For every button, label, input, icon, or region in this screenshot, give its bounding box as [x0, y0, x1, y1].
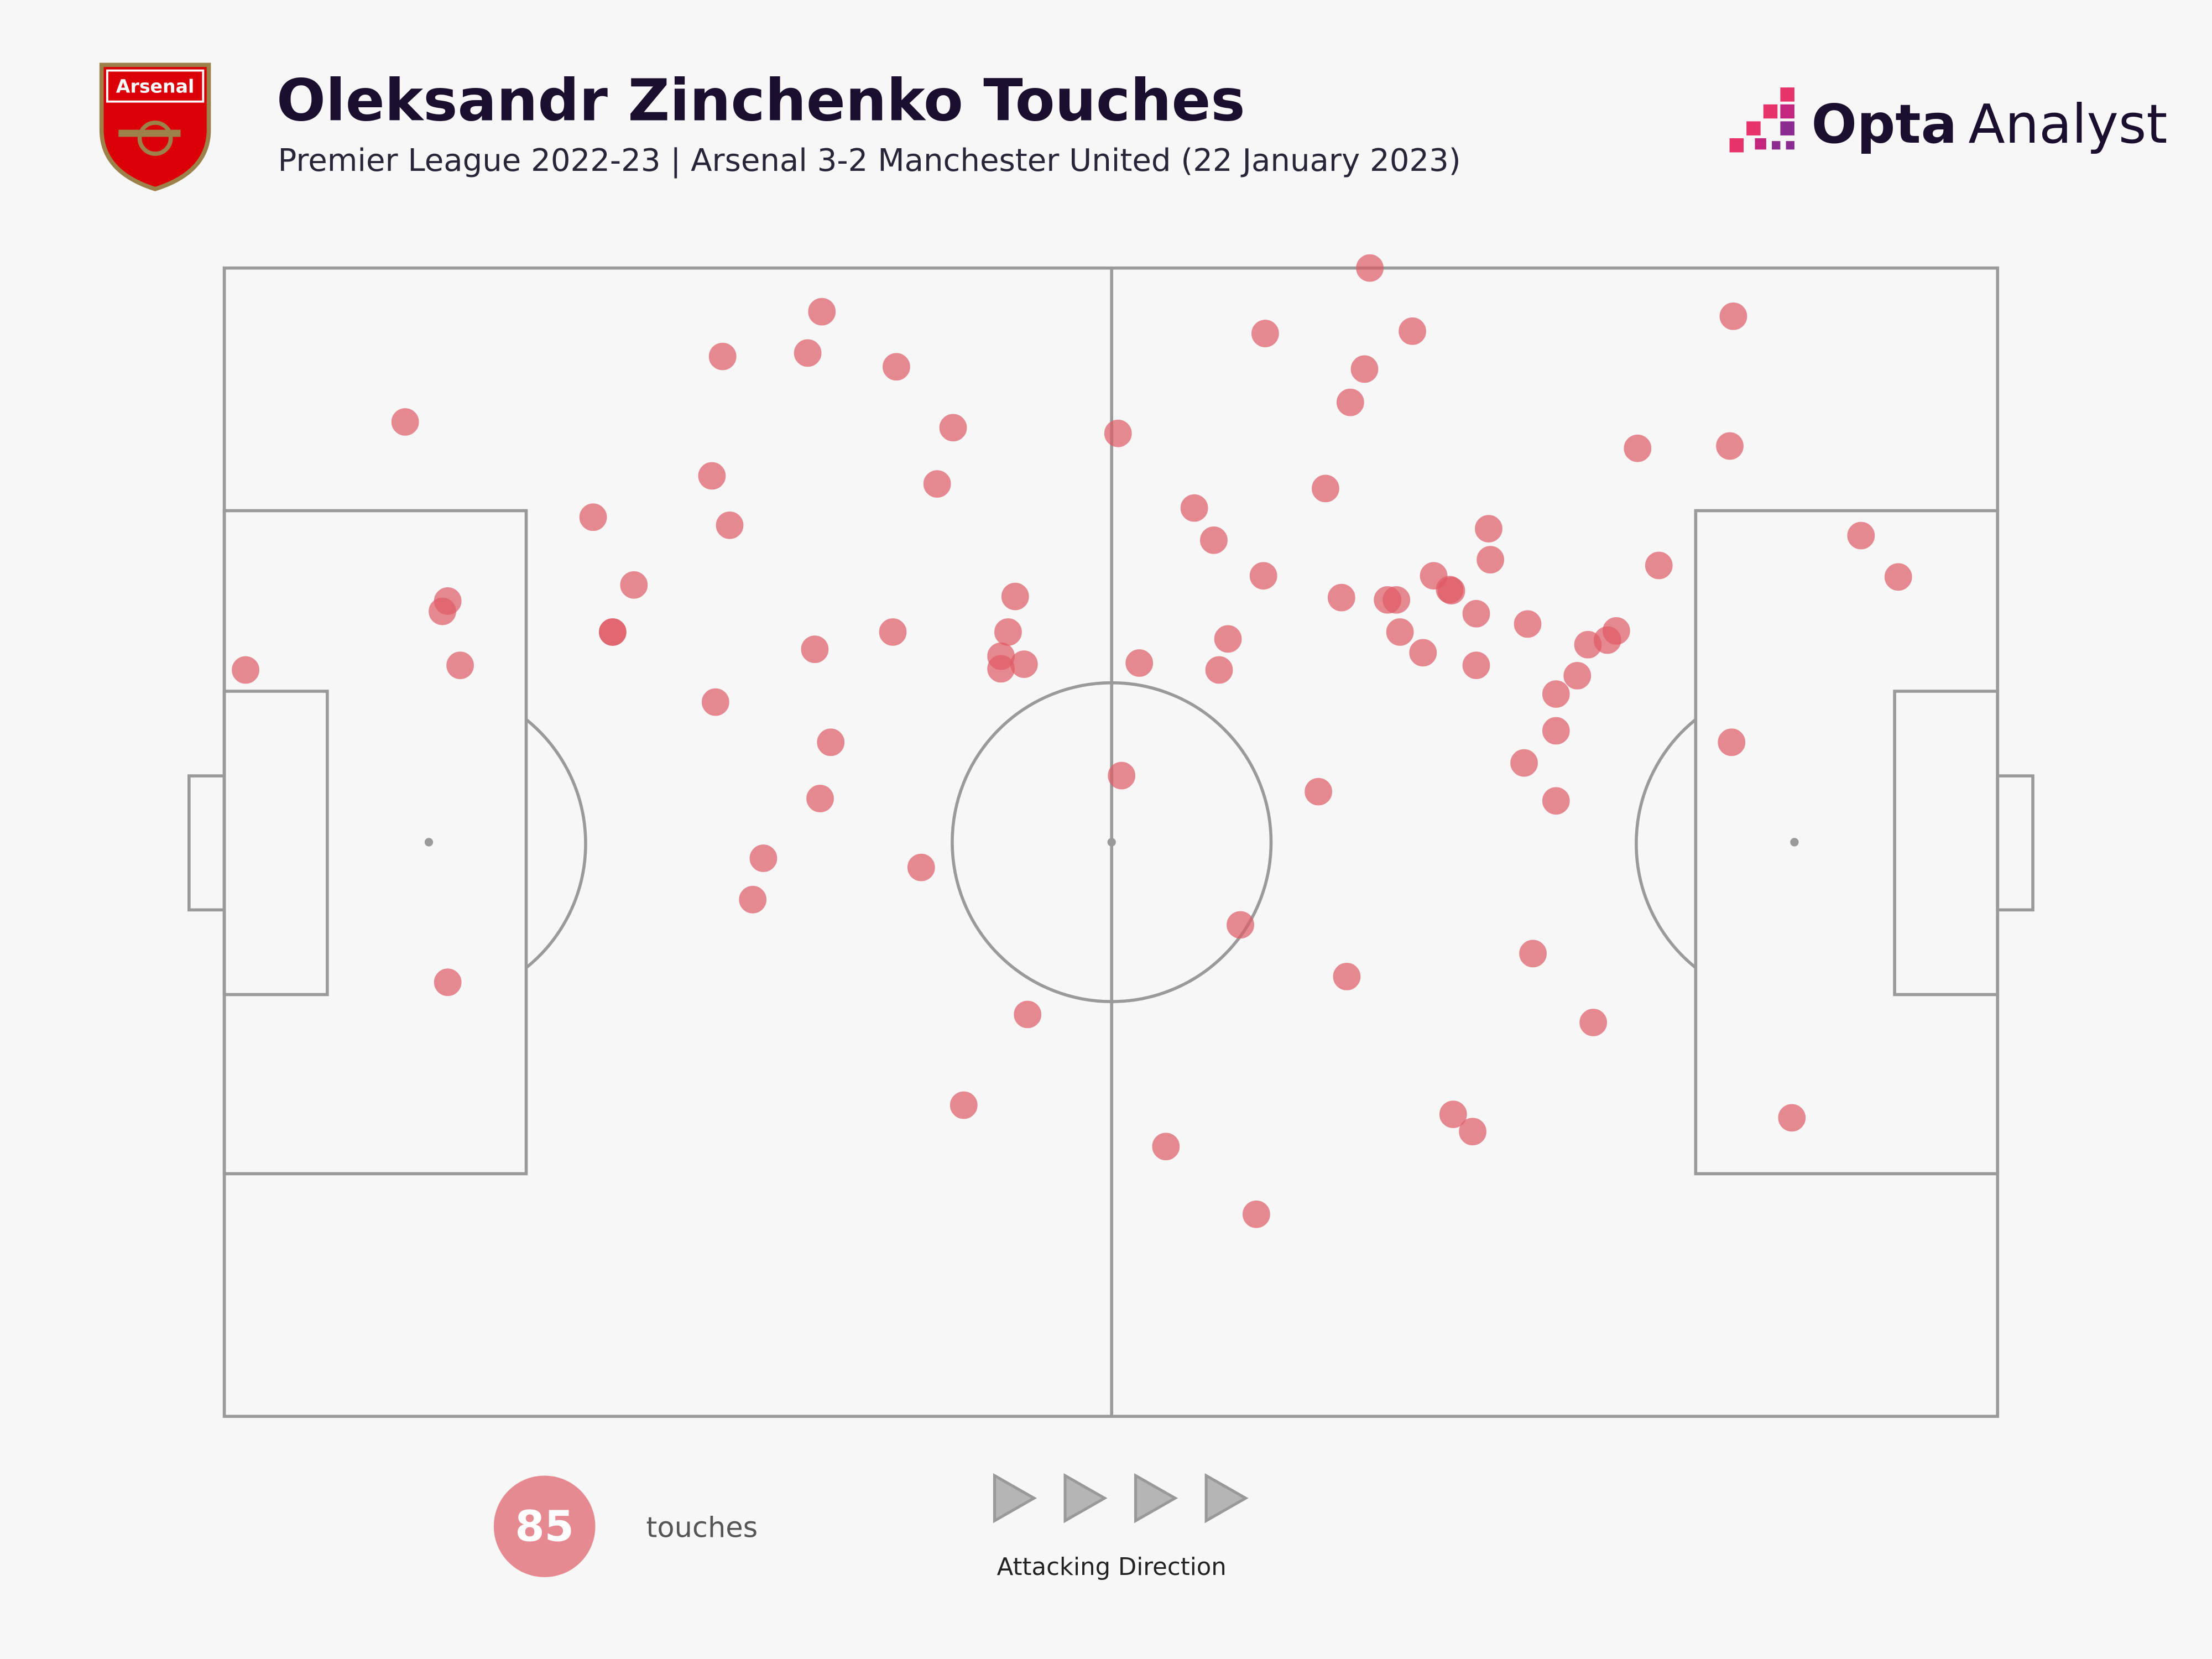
touch-point — [598, 618, 627, 646]
touch-point — [1333, 963, 1361, 990]
touch-point — [1152, 1133, 1180, 1161]
touch-count: 85 — [515, 1502, 573, 1551]
touch-point — [1010, 650, 1038, 678]
touch-point — [1251, 320, 1279, 347]
touch-point — [1180, 494, 1208, 522]
touch-point — [806, 785, 834, 812]
touch-point — [429, 597, 456, 625]
touch-point — [883, 353, 910, 381]
touches-layer — [232, 254, 1912, 1228]
touch-point — [1510, 749, 1538, 777]
touch-point — [1602, 617, 1630, 645]
touch-point — [1350, 355, 1379, 383]
touch-point — [817, 728, 845, 757]
touch-point — [1624, 434, 1652, 462]
touch-point — [232, 656, 259, 684]
touch-point — [1716, 432, 1744, 460]
touch-point — [1519, 940, 1547, 968]
touch-point — [1514, 610, 1542, 638]
touch-point — [1459, 1118, 1486, 1146]
touch-point — [1125, 649, 1154, 677]
touch-point — [907, 853, 935, 881]
touch-point — [1386, 618, 1414, 646]
touch-point — [1227, 911, 1254, 939]
touch-point — [1104, 419, 1132, 447]
touch-point — [1108, 761, 1136, 790]
touch-point — [708, 342, 737, 371]
touch-point — [1847, 521, 1875, 550]
touch-point — [1437, 577, 1465, 605]
brand-text: Opta Analyst — [1812, 93, 2168, 156]
touch-point — [1718, 728, 1746, 757]
touch-point — [1439, 1100, 1467, 1128]
touch-point — [1001, 582, 1029, 611]
touch-point — [620, 571, 648, 599]
touch-point — [716, 511, 744, 539]
touch-point — [994, 618, 1022, 646]
touch-point — [1719, 302, 1747, 330]
touch-point — [1336, 388, 1364, 416]
touch-point — [1383, 586, 1411, 614]
legend-marker — [493, 1475, 596, 1578]
chart-title: Oleksandr Zinchenko Touches — [276, 67, 1245, 134]
touch-point — [1399, 317, 1426, 345]
touch-point — [939, 414, 967, 442]
touch-point — [1014, 1000, 1042, 1029]
chart-subtitle: Premier League 2022-23 | Arsenal 3-2 Man… — [278, 143, 1461, 179]
touch-point — [1645, 551, 1673, 580]
touch-point — [1356, 254, 1384, 282]
touch-point — [1200, 526, 1228, 554]
touch-point — [1542, 717, 1570, 745]
brand-name: Opta — [1812, 93, 1958, 156]
touch-point — [1462, 651, 1490, 680]
touch-point — [1462, 599, 1490, 628]
touch-point — [879, 618, 907, 646]
brand-suffix: Analyst — [1968, 93, 2167, 156]
direction-arrows — [993, 1473, 1249, 1524]
touch-point — [794, 339, 822, 367]
touch-point — [391, 408, 419, 436]
touch-point — [698, 462, 726, 490]
touch-point — [446, 651, 474, 680]
touch-point — [1579, 1009, 1608, 1036]
touch-point — [1542, 680, 1570, 708]
club-badge: Arsenal — [99, 62, 211, 191]
touch-point — [1327, 583, 1355, 612]
touch-point — [434, 968, 462, 997]
legend-label: touches — [646, 1511, 758, 1544]
touch-point — [739, 885, 767, 914]
touch-point — [1778, 1104, 1806, 1132]
touch-point — [987, 655, 1015, 683]
touch-point — [1214, 625, 1242, 653]
touch-point — [801, 635, 829, 663]
penalty-spot — [424, 838, 434, 847]
touch-point — [1305, 778, 1332, 806]
touch-point — [701, 688, 729, 716]
touch-point — [579, 503, 607, 531]
penalty-spot — [1790, 838, 1799, 847]
touch-point — [1884, 563, 1912, 591]
touch-point — [808, 298, 836, 326]
touch-point — [1477, 546, 1505, 574]
touch-point — [1409, 639, 1437, 667]
badge-text: Arsenal — [116, 76, 195, 97]
touch-point — [1542, 787, 1570, 815]
brand-logo: Opta Analyst — [1729, 87, 2168, 156]
touch-point — [1249, 562, 1277, 590]
touch-point — [1563, 661, 1592, 690]
touch-point — [1242, 1200, 1270, 1228]
touch-point — [923, 470, 951, 498]
centre-spot — [1107, 838, 1116, 847]
touch-point — [1312, 474, 1339, 503]
direction-label: Attacking Direction — [997, 1553, 1227, 1581]
touch-point — [749, 844, 778, 872]
touch-point — [1475, 515, 1503, 542]
touch-point — [1205, 656, 1233, 684]
touch-point — [950, 1091, 978, 1119]
